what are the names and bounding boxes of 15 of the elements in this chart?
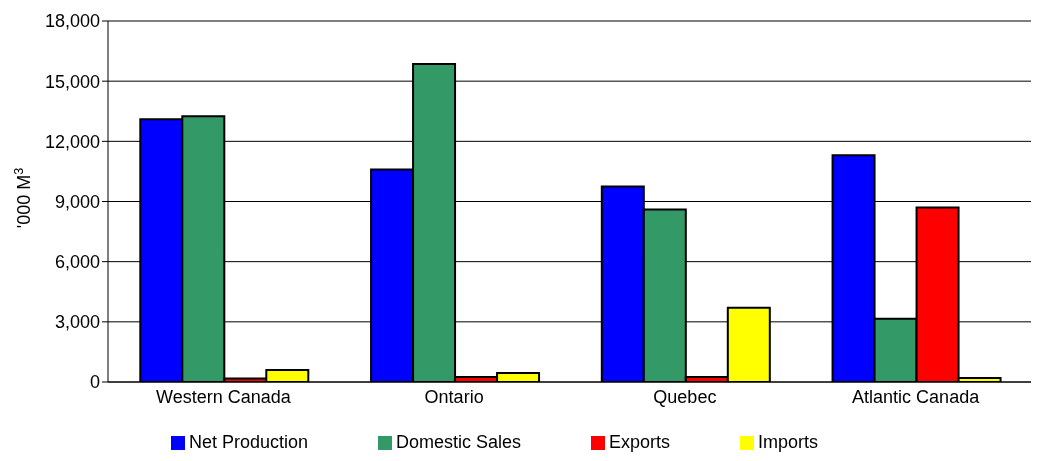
x-tick-label: Quebec bbox=[653, 386, 717, 407]
y-tick-label: 18,000 bbox=[44, 11, 100, 32]
legend-label: Exports bbox=[609, 432, 671, 452]
legend-label: Domestic Sales bbox=[395, 432, 522, 452]
y-tick-label: 0 bbox=[89, 372, 100, 393]
legend-label: Imports bbox=[758, 432, 819, 452]
y-tick-label: 15,000 bbox=[44, 71, 100, 92]
y-tick-label: 3,000 bbox=[54, 312, 100, 333]
x-tick-label: Atlantic Canada bbox=[852, 386, 981, 407]
y-tick-label: 9,000 bbox=[54, 191, 100, 212]
x-tick-label: Western Canada bbox=[156, 386, 292, 407]
y-tick-label: 6,000 bbox=[54, 252, 100, 273]
x-tick-label: Ontario bbox=[424, 386, 484, 407]
y-tick-label: 12,000 bbox=[44, 131, 100, 152]
legend-label: Net Production bbox=[188, 432, 308, 452]
